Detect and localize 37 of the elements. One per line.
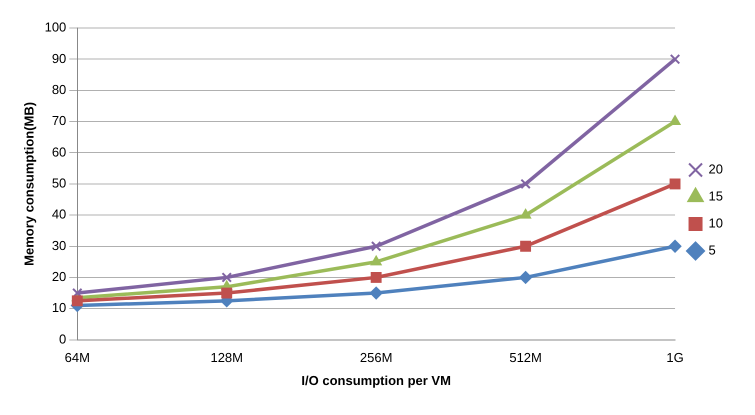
point bbox=[669, 115, 681, 126]
y-tick-label: 90 bbox=[52, 50, 66, 66]
y-tick-label: 70 bbox=[52, 113, 66, 128]
y-tick-label: 80 bbox=[52, 82, 66, 97]
point bbox=[670, 178, 680, 190]
y-tick-label: 10 bbox=[52, 300, 66, 316]
y-tick-label: 30 bbox=[52, 238, 66, 253]
legend-label: 5 bbox=[708, 242, 716, 258]
x-tick-label: 1G bbox=[666, 350, 684, 366]
x-tick-label: 512M bbox=[509, 350, 542, 366]
x-axis-title: I/O consumption per VM bbox=[301, 372, 451, 388]
y-tick-label: 0 bbox=[59, 331, 66, 346]
y-tick-label: 60 bbox=[52, 144, 66, 160]
x-tick-label: 64M bbox=[64, 350, 90, 366]
y-tick-label: 40 bbox=[52, 206, 66, 222]
point bbox=[520, 240, 532, 252]
point bbox=[370, 286, 383, 300]
y-tick-label: 50 bbox=[52, 175, 66, 190]
point bbox=[370, 241, 382, 252]
legend-label: 10 bbox=[708, 216, 724, 231]
point bbox=[370, 255, 382, 266]
y-tick-label: 20 bbox=[52, 269, 66, 284]
point bbox=[519, 270, 532, 284]
y-tick-label: 100 bbox=[44, 20, 66, 35]
point bbox=[520, 178, 531, 190]
point bbox=[370, 272, 382, 283]
point bbox=[670, 54, 680, 64]
legend-label: 15 bbox=[708, 188, 724, 204]
point bbox=[221, 272, 232, 283]
x-tick-label: 128M bbox=[210, 350, 243, 366]
y-axis-title: Memory consumption(MB) bbox=[21, 102, 36, 266]
point bbox=[221, 288, 232, 298]
point bbox=[668, 240, 682, 253]
point bbox=[72, 295, 83, 306]
legend-label: 20 bbox=[708, 162, 724, 177]
point bbox=[520, 208, 532, 219]
x-tick-label: 256M bbox=[360, 350, 392, 366]
